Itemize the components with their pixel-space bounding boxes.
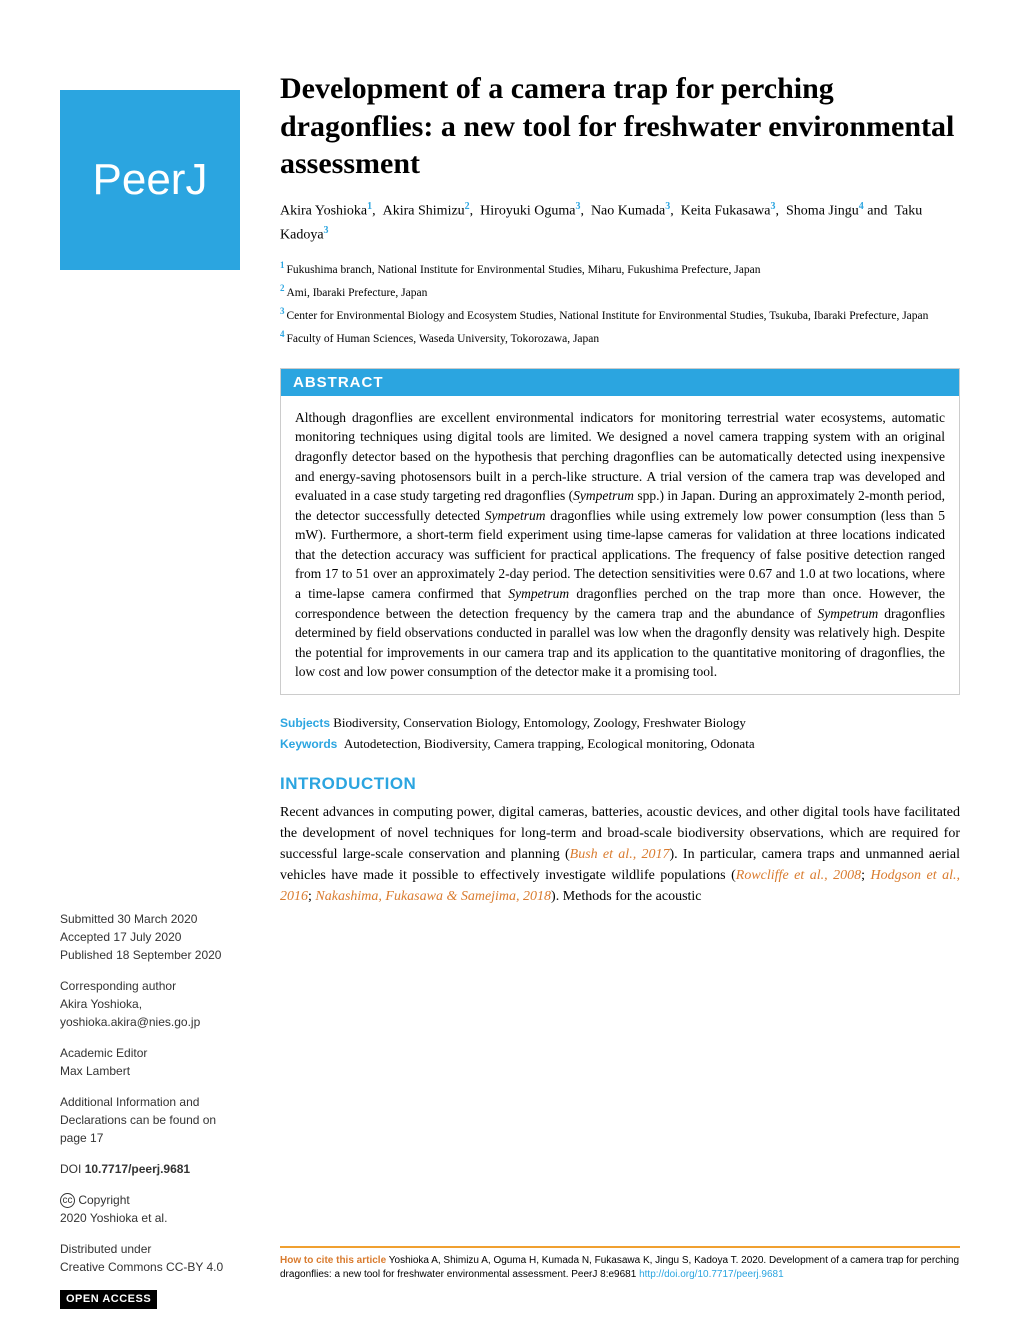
copyright-text: 2020 Yoshioka et al. <box>60 1211 167 1225</box>
subjects-label: Subjects <box>280 716 330 730</box>
corresponding-author-email: yoshioka.akira@nies.go.jp <box>60 1015 200 1029</box>
submitted-date: 30 March 2020 <box>117 912 197 926</box>
academic-editor-label: Academic Editor <box>60 1046 147 1060</box>
doi-value[interactable]: 10.7717/peerj.9681 <box>85 1162 190 1176</box>
introduction-text: Recent advances in computing power, digi… <box>280 802 960 907</box>
accepted-date: 17 July 2020 <box>113 930 181 944</box>
author-list: Akira Yoshioka1, Akira Shimizu2, Hiroyuk… <box>280 199 960 247</box>
abstract-box: ABSTRACT Although dragonflies are excell… <box>280 368 960 695</box>
submitted-label: Submitted <box>60 912 114 926</box>
academic-editor-name: Max Lambert <box>60 1064 130 1078</box>
published-date: 18 September 2020 <box>116 948 221 962</box>
doi-label: DOI <box>60 1162 81 1176</box>
abstract-header: ABSTRACT <box>281 369 959 396</box>
open-access-badge: OPEN ACCESS <box>60 1290 157 1309</box>
accepted-label: Accepted <box>60 930 110 944</box>
keywords-label: Keywords <box>280 737 337 751</box>
additional-info: Additional Information and Declarations … <box>60 1095 216 1145</box>
corresponding-author-name: Akira Yoshioka, <box>60 997 142 1011</box>
distributed-text: Creative Commons CC-BY 4.0 <box>60 1260 223 1274</box>
cite-label: How to cite this article <box>280 1255 386 1266</box>
introduction-heading: INTRODUCTION <box>280 774 960 794</box>
keywords-text: Autodetection, Biodiversity, Camera trap… <box>344 736 755 751</box>
subjects-keywords: Subjects Biodiversity, Conservation Biol… <box>280 713 960 755</box>
distributed-label: Distributed under <box>60 1242 151 1256</box>
cite-url[interactable]: http://doi.org/10.7717/peerj.9681 <box>639 1269 784 1280</box>
published-label: Published <box>60 948 113 962</box>
copyright-label: Copyright <box>78 1193 129 1207</box>
affiliation-list: 1Fukushima branch, National Institute fo… <box>280 259 960 348</box>
sidebar-metadata: Submitted 30 March 2020 Accepted 17 July… <box>60 910 240 1309</box>
peerj-logo: PeerJ <box>60 90 240 270</box>
subjects-text: Biodiversity, Conservation Biology, Ento… <box>333 715 746 730</box>
citation-footer: How to cite this article Yoshioka A, Shi… <box>280 1246 960 1282</box>
cc-icon: cc <box>60 1193 75 1208</box>
corresponding-author-label: Corresponding author <box>60 979 176 993</box>
abstract-body: Although dragonflies are excellent envir… <box>281 396 959 694</box>
article-title: Development of a camera trap for perchin… <box>280 70 960 183</box>
